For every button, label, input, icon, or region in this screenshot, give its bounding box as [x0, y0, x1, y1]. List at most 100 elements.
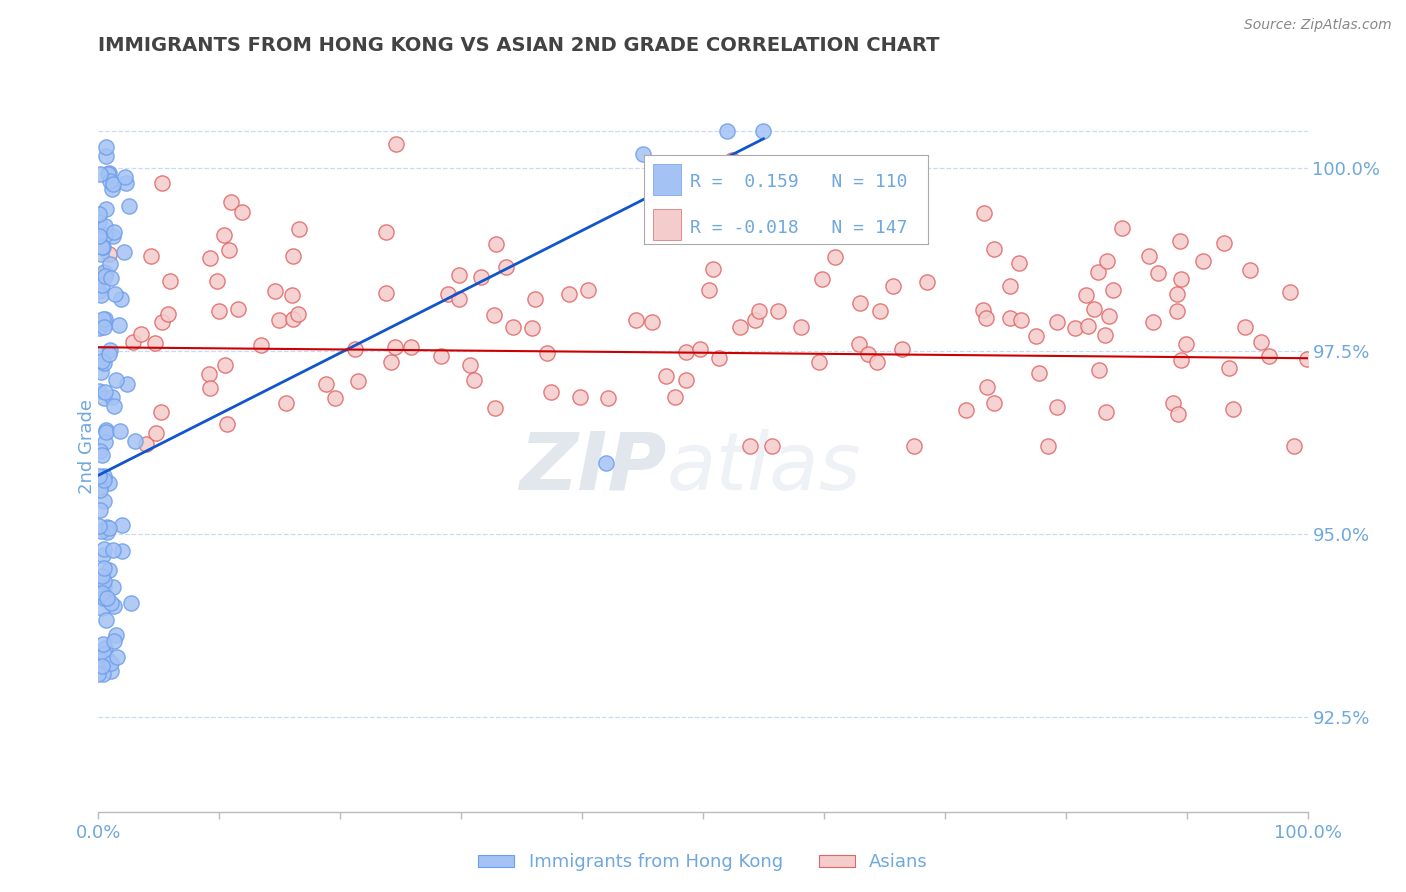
Point	[720, 153, 742, 168]
Point	[231, 204, 253, 219]
Point	[97, 167, 120, 181]
Point	[90, 240, 112, 254]
Point	[117, 199, 139, 213]
Point	[228, 302, 250, 317]
Point	[89, 503, 111, 517]
Point	[882, 278, 904, 293]
Point	[93, 591, 115, 605]
Point	[281, 288, 304, 302]
Point	[98, 521, 121, 535]
Point	[484, 401, 506, 416]
Point	[93, 316, 115, 330]
Point	[104, 286, 127, 301]
Point	[89, 167, 111, 181]
Point	[105, 628, 128, 642]
Point	[94, 228, 117, 243]
Point	[94, 423, 117, 437]
Point	[540, 384, 562, 399]
Point	[1250, 334, 1272, 349]
Point	[103, 599, 125, 613]
Text: IMMIGRANTS FROM HONG KONG VS ASIAN 2ND GRADE CORRELATION CHART: IMMIGRANTS FROM HONG KONG VS ASIAN 2ND G…	[98, 36, 941, 54]
Point	[89, 284, 111, 298]
Point	[972, 303, 994, 318]
Point	[97, 347, 120, 361]
Point	[221, 195, 243, 210]
Point	[205, 274, 228, 288]
Point	[641, 315, 664, 329]
Point	[891, 343, 914, 357]
FancyBboxPatch shape	[652, 209, 681, 240]
Point	[94, 149, 117, 163]
Point	[150, 315, 173, 329]
Point	[91, 653, 114, 667]
Point	[89, 384, 111, 398]
Point	[100, 596, 122, 610]
Point	[101, 177, 124, 191]
Point	[1094, 405, 1116, 419]
Point	[728, 319, 751, 334]
Point	[94, 613, 117, 627]
Point	[101, 228, 124, 243]
Point	[129, 326, 152, 341]
Point	[375, 286, 398, 301]
Point	[124, 434, 146, 449]
Point	[93, 391, 115, 405]
Point	[287, 308, 309, 322]
Point	[93, 560, 115, 574]
Point	[689, 342, 711, 356]
Point	[1077, 318, 1099, 333]
Point	[89, 480, 111, 494]
Text: ZIP: ZIP	[519, 429, 666, 507]
Point	[198, 381, 221, 395]
Point	[120, 596, 142, 610]
Point	[1168, 234, 1191, 248]
Point	[143, 336, 166, 351]
Point	[101, 580, 124, 594]
Point	[91, 277, 114, 292]
Point	[502, 319, 524, 334]
Point	[596, 391, 619, 405]
Point	[789, 320, 811, 334]
Point	[1222, 402, 1244, 417]
Point	[89, 444, 111, 458]
Point	[524, 292, 547, 306]
Point	[578, 284, 600, 298]
Text: R =  0.159   N = 110: R = 0.159 N = 110	[689, 173, 907, 191]
Point	[1167, 407, 1189, 421]
Point	[145, 426, 167, 441]
Point	[1098, 309, 1121, 323]
Point	[955, 403, 977, 417]
Point	[1087, 363, 1109, 377]
Point	[1094, 328, 1116, 343]
Text: atlas: atlas	[666, 429, 862, 507]
Point	[117, 377, 139, 392]
Point	[1278, 285, 1301, 299]
Point	[87, 667, 110, 681]
Point	[114, 169, 136, 184]
Point	[267, 313, 290, 327]
Point	[702, 262, 724, 277]
Point	[101, 543, 124, 558]
Point	[675, 345, 697, 359]
Point	[347, 374, 370, 388]
Point	[121, 334, 143, 349]
Point	[96, 524, 118, 539]
Point	[1234, 320, 1257, 334]
Point	[93, 265, 115, 279]
Point	[495, 260, 517, 274]
Point	[90, 288, 112, 302]
Point	[94, 640, 117, 655]
Point	[1028, 366, 1050, 380]
Point	[93, 647, 115, 661]
Point	[449, 292, 471, 306]
Point	[93, 320, 115, 334]
Point	[1282, 439, 1305, 453]
Point	[288, 222, 311, 236]
Point	[103, 225, 125, 239]
Point	[91, 312, 114, 326]
Point	[93, 574, 115, 588]
Point	[595, 457, 617, 471]
Point	[90, 569, 112, 583]
Point	[1218, 361, 1240, 376]
Point	[343, 342, 366, 356]
